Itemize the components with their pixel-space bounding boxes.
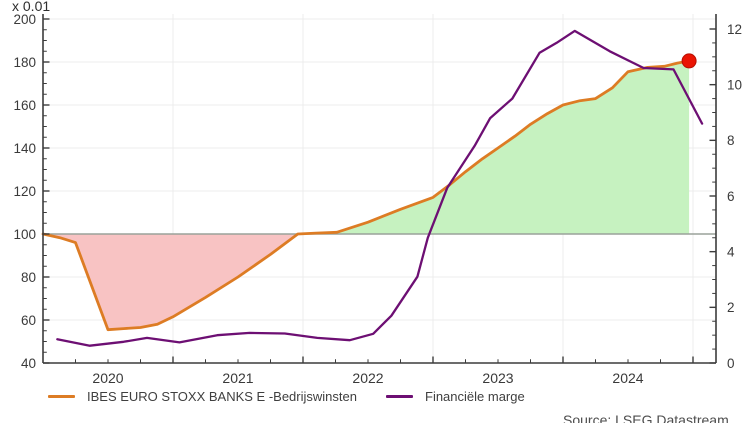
svg-text:100: 100 (13, 227, 36, 242)
legend-label-earnings: IBES EURO STOXX BANKS E -Bedrijswinsten (87, 389, 357, 404)
svg-text:160: 160 (13, 98, 36, 113)
svg-text:2021: 2021 (222, 370, 253, 386)
legend-item-margin: Financiële marge (386, 389, 525, 404)
svg-text:180: 180 (13, 55, 36, 70)
svg-text:200: 200 (13, 12, 36, 27)
svg-text:6: 6 (727, 189, 735, 204)
svg-text:2024: 2024 (612, 370, 643, 386)
left-axis-multiplier-label: x 0.01 (12, 0, 51, 14)
legend-label-margin: Financiële marge (425, 389, 525, 404)
svg-text:140: 140 (13, 141, 36, 156)
svg-text:40: 40 (21, 356, 36, 371)
legend-swatch-purple (386, 395, 413, 398)
svg-text:2020: 2020 (92, 370, 123, 386)
svg-text:2: 2 (727, 300, 735, 315)
svg-text:0: 0 (727, 356, 735, 371)
svg-text:2023: 2023 (482, 370, 513, 386)
svg-text:12: 12 (727, 22, 742, 37)
source-note: Source: LSEG Datastream (563, 412, 729, 423)
svg-text:120: 120 (13, 184, 36, 199)
svg-text:8: 8 (727, 133, 735, 148)
svg-text:2022: 2022 (352, 370, 383, 386)
svg-text:60: 60 (21, 313, 36, 328)
svg-text:4: 4 (727, 244, 735, 259)
legend-item-earnings: IBES EURO STOXX BANKS E -Bedrijswinsten (48, 389, 357, 404)
legend-swatch-orange (48, 395, 75, 398)
svg-text:10: 10 (727, 77, 742, 92)
svg-text:80: 80 (21, 270, 36, 285)
